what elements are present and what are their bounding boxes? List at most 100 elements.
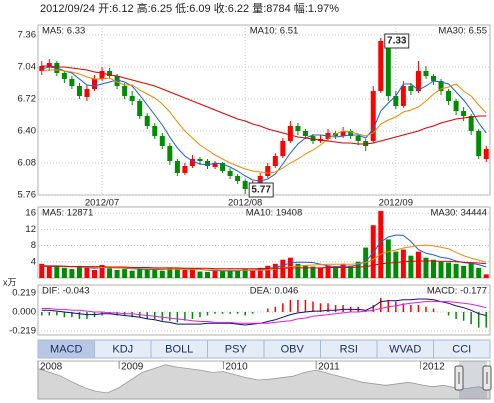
legend-label: MACD: -0.177	[427, 286, 487, 297]
candle-body	[408, 86, 414, 91]
candle-body	[287, 126, 293, 141]
volume-bar	[159, 270, 165, 278]
indicator-tab[interactable]: BOLL	[150, 339, 208, 359]
volume-bar	[235, 270, 241, 278]
candle-body	[182, 166, 188, 173]
volume-bar	[400, 249, 406, 278]
candle-body	[99, 71, 105, 79]
volume-bar	[310, 266, 316, 278]
candle-body	[438, 81, 444, 91]
volume-bar	[46, 266, 52, 278]
candle-body	[272, 156, 278, 166]
candle-body	[393, 96, 399, 106]
indicator-tab[interactable]: RSI	[320, 339, 378, 359]
candle-body	[129, 96, 135, 101]
volume-bar	[212, 270, 218, 278]
candle-body	[189, 159, 195, 166]
tab-label: OBV	[281, 343, 305, 355]
volume-bar	[144, 269, 150, 278]
candle-body	[453, 101, 459, 111]
candle-body	[400, 86, 406, 106]
y-tick-label: 0.000	[12, 307, 36, 318]
panel-frame	[37, 206, 491, 279]
candle-body	[227, 171, 233, 176]
tab-label: BOLL	[165, 343, 193, 355]
candle-body	[174, 161, 180, 173]
candle-body	[280, 141, 286, 156]
indicator-tab[interactable]: WVAD	[376, 339, 434, 359]
legend-label: MA5: 6.33	[42, 26, 85, 37]
candle-body	[423, 71, 429, 76]
volume-bar	[453, 263, 459, 278]
ma-line	[41, 66, 487, 182]
tab-label: RSI	[340, 343, 358, 355]
indicator-tab[interactable]: OBV	[263, 339, 321, 359]
legend-label: MA5: 12871	[42, 208, 93, 219]
volume-bar	[69, 269, 75, 278]
candle-body	[137, 101, 143, 116]
volume-bar	[295, 263, 301, 278]
volume-bar	[265, 265, 271, 278]
volume-bar	[302, 265, 308, 278]
volume-bar	[378, 211, 384, 278]
candle-body	[483, 149, 489, 159]
candle-body	[61, 73, 67, 79]
candle-body	[114, 76, 120, 86]
candle-body	[235, 176, 241, 181]
y-tick-label: 7.36	[18, 30, 37, 41]
candle-body	[265, 166, 271, 176]
indicator-tab[interactable]: CCI	[433, 339, 491, 359]
candle-body	[205, 161, 210, 166]
candle-body	[144, 116, 150, 126]
volume-bar	[54, 265, 60, 278]
volume-bar	[476, 267, 482, 278]
volume-bar	[468, 262, 474, 278]
volume-bar	[408, 255, 414, 278]
candle-body	[476, 131, 482, 156]
ma-line	[41, 65, 487, 145]
ma-line	[41, 244, 487, 271]
volume-bar	[107, 268, 113, 278]
volume-bar	[220, 271, 226, 278]
x-tick-label: 2012/09	[379, 198, 413, 209]
volume-bar	[61, 267, 67, 278]
candle-body	[431, 76, 436, 81]
legend-label: MA30: 6.55	[438, 26, 487, 37]
y-tick-label: 8	[31, 240, 36, 251]
volume-bar	[137, 267, 143, 278]
ma-line	[41, 298, 487, 326]
candle-body	[340, 131, 346, 136]
year-label: 2012	[422, 362, 445, 373]
volume-bar	[423, 257, 429, 278]
legend-label: MA10: 6.51	[250, 26, 299, 37]
y-tick-label: 4	[31, 256, 36, 267]
y-tick-label: -0.219	[9, 326, 36, 337]
volume-bar	[438, 261, 444, 278]
volume-bar	[114, 269, 120, 278]
candle-body	[257, 176, 263, 183]
volume-bar	[99, 265, 105, 278]
candle-body	[415, 71, 421, 91]
candle-body	[385, 41, 391, 96]
volume-bar	[250, 269, 256, 278]
y-tick-label: 16	[25, 208, 36, 219]
candle-body	[468, 116, 474, 131]
volume-bar	[340, 263, 346, 278]
volume-bar	[431, 259, 436, 278]
volume-bar	[152, 269, 158, 278]
candle-body	[348, 131, 354, 136]
tab-background	[433, 339, 491, 359]
volume-bar	[205, 271, 210, 278]
ma-line	[41, 260, 487, 270]
indicator-tab[interactable]: PSY	[207, 339, 265, 359]
tab-label: PSY	[225, 343, 248, 355]
year-label: 2008	[40, 362, 63, 373]
y-tick-label: 0.219	[12, 288, 36, 299]
volume-bar	[76, 265, 82, 278]
indicator-tab[interactable]: MACD	[37, 339, 95, 359]
candle-body	[69, 79, 75, 86]
indicator-tab[interactable]: KDJ	[94, 339, 152, 359]
volume-bar	[39, 263, 45, 278]
